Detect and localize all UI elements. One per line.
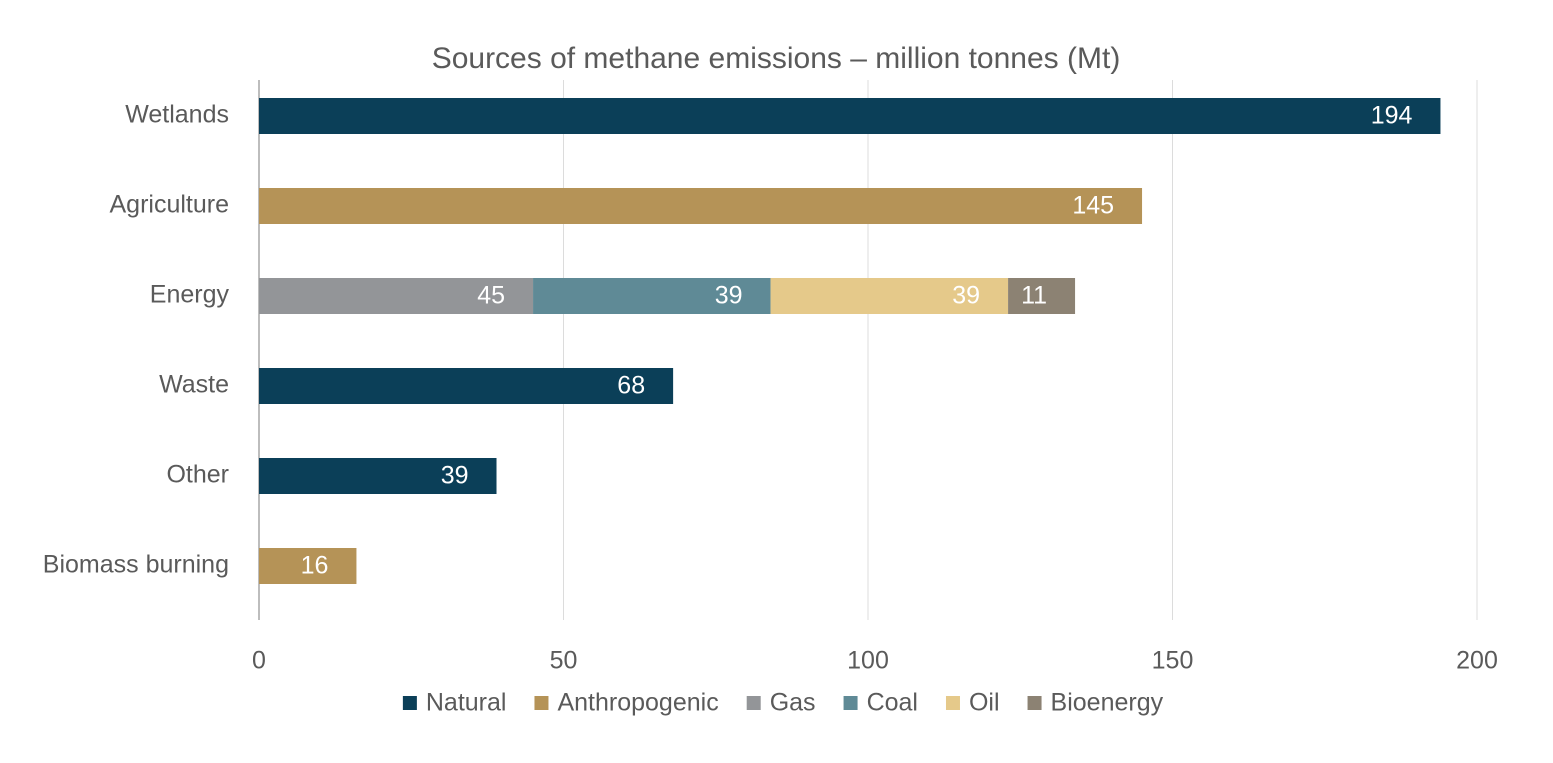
- legend-label: Bioenergy: [1051, 689, 1164, 717]
- x-tick-label: 50: [550, 647, 578, 675]
- y-tick-label: Other: [166, 461, 229, 489]
- legend-label: Oil: [969, 689, 1000, 717]
- bar-segment: [259, 98, 1441, 134]
- bar-segment: [259, 458, 497, 494]
- bar-segment: [259, 368, 674, 404]
- y-tick-label: Biomass burning: [43, 551, 229, 579]
- data-label: 194: [1371, 102, 1413, 130]
- x-tick-label: 200: [1456, 647, 1498, 675]
- x-tick-label: 100: [847, 647, 889, 675]
- legend-swatch: [1027, 696, 1042, 710]
- legend-swatch: [945, 696, 960, 710]
- y-tick-label: Energy: [150, 281, 230, 309]
- legend-label: Coal: [867, 689, 918, 717]
- legend-label: Gas: [770, 689, 816, 717]
- data-label: 16: [301, 552, 329, 580]
- legend-swatch: [843, 696, 858, 710]
- data-label: 11: [1021, 282, 1047, 310]
- bar-segment: [533, 278, 771, 314]
- y-tick-label: Wetlands: [125, 101, 229, 129]
- data-label: 39: [441, 462, 469, 490]
- bar-segment: [259, 548, 357, 584]
- data-label: 68: [617, 372, 645, 400]
- bar-segment: [770, 278, 1009, 314]
- bar-segment: [259, 188, 1143, 224]
- legend-swatch: [402, 696, 417, 710]
- legend-label: Anthropogenic: [557, 689, 718, 717]
- bar-segment: [1008, 278, 1076, 314]
- x-tick-label: 150: [1152, 647, 1194, 675]
- data-label: 39: [952, 282, 980, 310]
- legend-label: Natural: [426, 689, 507, 717]
- data-label: 39: [715, 282, 743, 310]
- data-label: 145: [1072, 192, 1114, 220]
- y-tick-label: Agriculture: [110, 191, 230, 219]
- data-label: 45: [477, 282, 505, 310]
- bar-segment: [259, 278, 534, 314]
- legend-swatch: [534, 696, 549, 710]
- x-tick-label: 0: [252, 647, 266, 675]
- y-tick-label: Waste: [159, 371, 229, 399]
- chart-title: Sources of methane emissions – million t…: [432, 42, 1121, 75]
- legend-swatch: [746, 696, 761, 710]
